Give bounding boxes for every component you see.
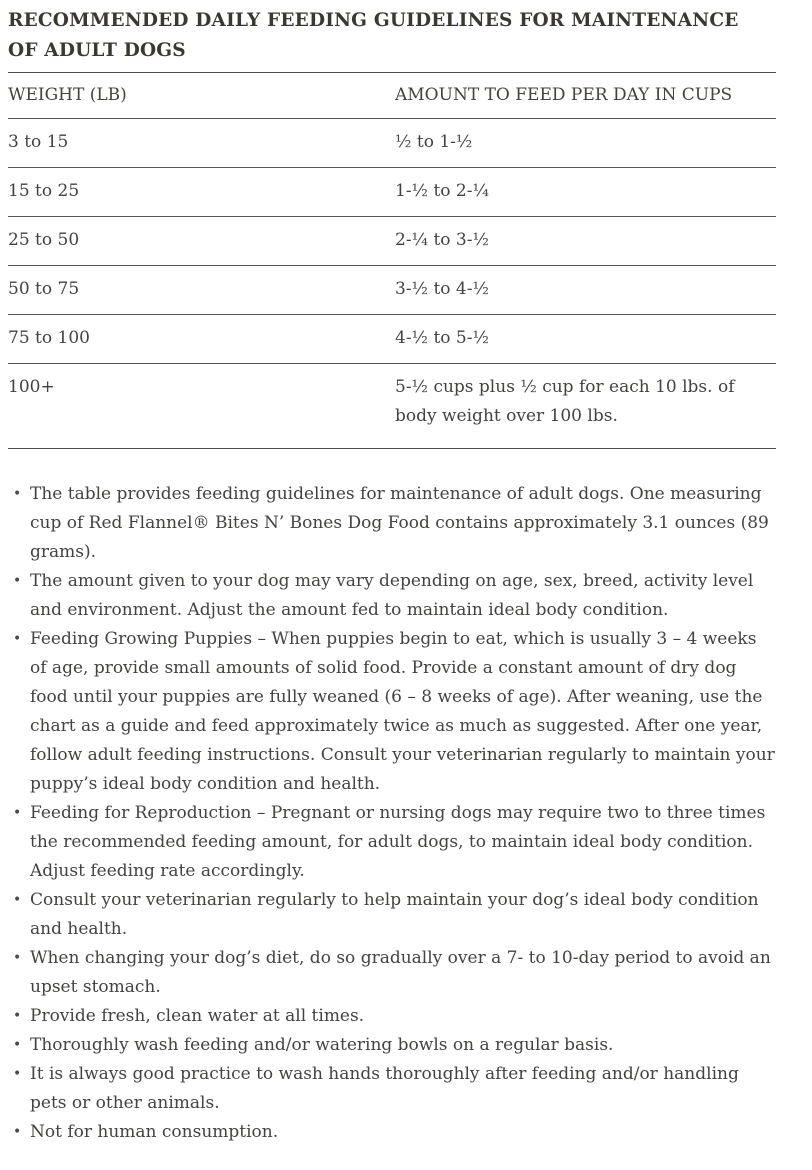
table-row: 25 to 50 2-¼ to 3-½ [8, 216, 776, 266]
note-item: The amount given to your dog may vary de… [8, 567, 776, 625]
weight-cell: 25 to 50 [8, 216, 395, 266]
note-item: Consult your veterinarian regularly to h… [8, 886, 776, 944]
table-row: 75 to 100 4-½ to 5-½ [8, 314, 776, 364]
note-item: Feeding Growing Puppies – When puppies b… [8, 625, 776, 799]
amount-cell: 3-½ to 4-½ [395, 265, 776, 315]
weight-cell: 15 to 25 [8, 167, 395, 217]
table-row: 50 to 75 3-½ to 4-½ [8, 265, 776, 315]
note-item: Feeding for Reproduction – Pregnant or n… [8, 799, 776, 886]
feeding-guidelines-table: WEIGHT (LB) AMOUNT TO FEED PER DAY IN CU… [8, 72, 776, 449]
table-row: 15 to 25 1-½ to 2-¼ [8, 167, 776, 217]
note-item: Provide fresh, clean water at all times. [8, 1002, 776, 1031]
page-title: RECOMMENDED DAILY FEEDING GUIDELINES FOR… [8, 10, 739, 61]
column-header-amount: AMOUNT TO FEED PER DAY IN CUPS [395, 72, 776, 119]
note-item: Thoroughly wash feeding and/or watering … [8, 1031, 776, 1060]
amount-cell: ½ to 1-½ [395, 118, 776, 168]
weight-cell: 3 to 15 [8, 118, 395, 168]
note-item: It is always good practice to wash hands… [8, 1060, 776, 1118]
amount-cell: 2-¼ to 3-½ [395, 216, 776, 266]
amount-cell: 4-½ to 5-½ [395, 314, 776, 364]
column-header-weight: WEIGHT (LB) [8, 72, 395, 119]
amount-cell: 1-½ to 2-¼ [395, 167, 776, 217]
table-header-row: WEIGHT (LB) AMOUNT TO FEED PER DAY IN CU… [8, 72, 776, 119]
amount-cell: 5-½ cups plus ½ cup for each 10 lbs. of … [395, 377, 735, 426]
note-item: The table provides feeding guidelines fo… [8, 480, 776, 567]
note-item: When changing your dog’s diet, do so gra… [8, 944, 776, 1002]
weight-cell: 100+ [8, 377, 55, 397]
table-row: 100+ 5-½ cups plus ½ cup for each 10 lbs… [8, 364, 776, 449]
note-item: Not for human consumption. [8, 1118, 776, 1147]
weight-cell: 75 to 100 [8, 314, 395, 364]
notes-list: The table provides feeding guidelines fo… [8, 480, 776, 1147]
table-row: 3 to 15 ½ to 1-½ [8, 118, 776, 168]
weight-cell: 50 to 75 [8, 265, 395, 315]
